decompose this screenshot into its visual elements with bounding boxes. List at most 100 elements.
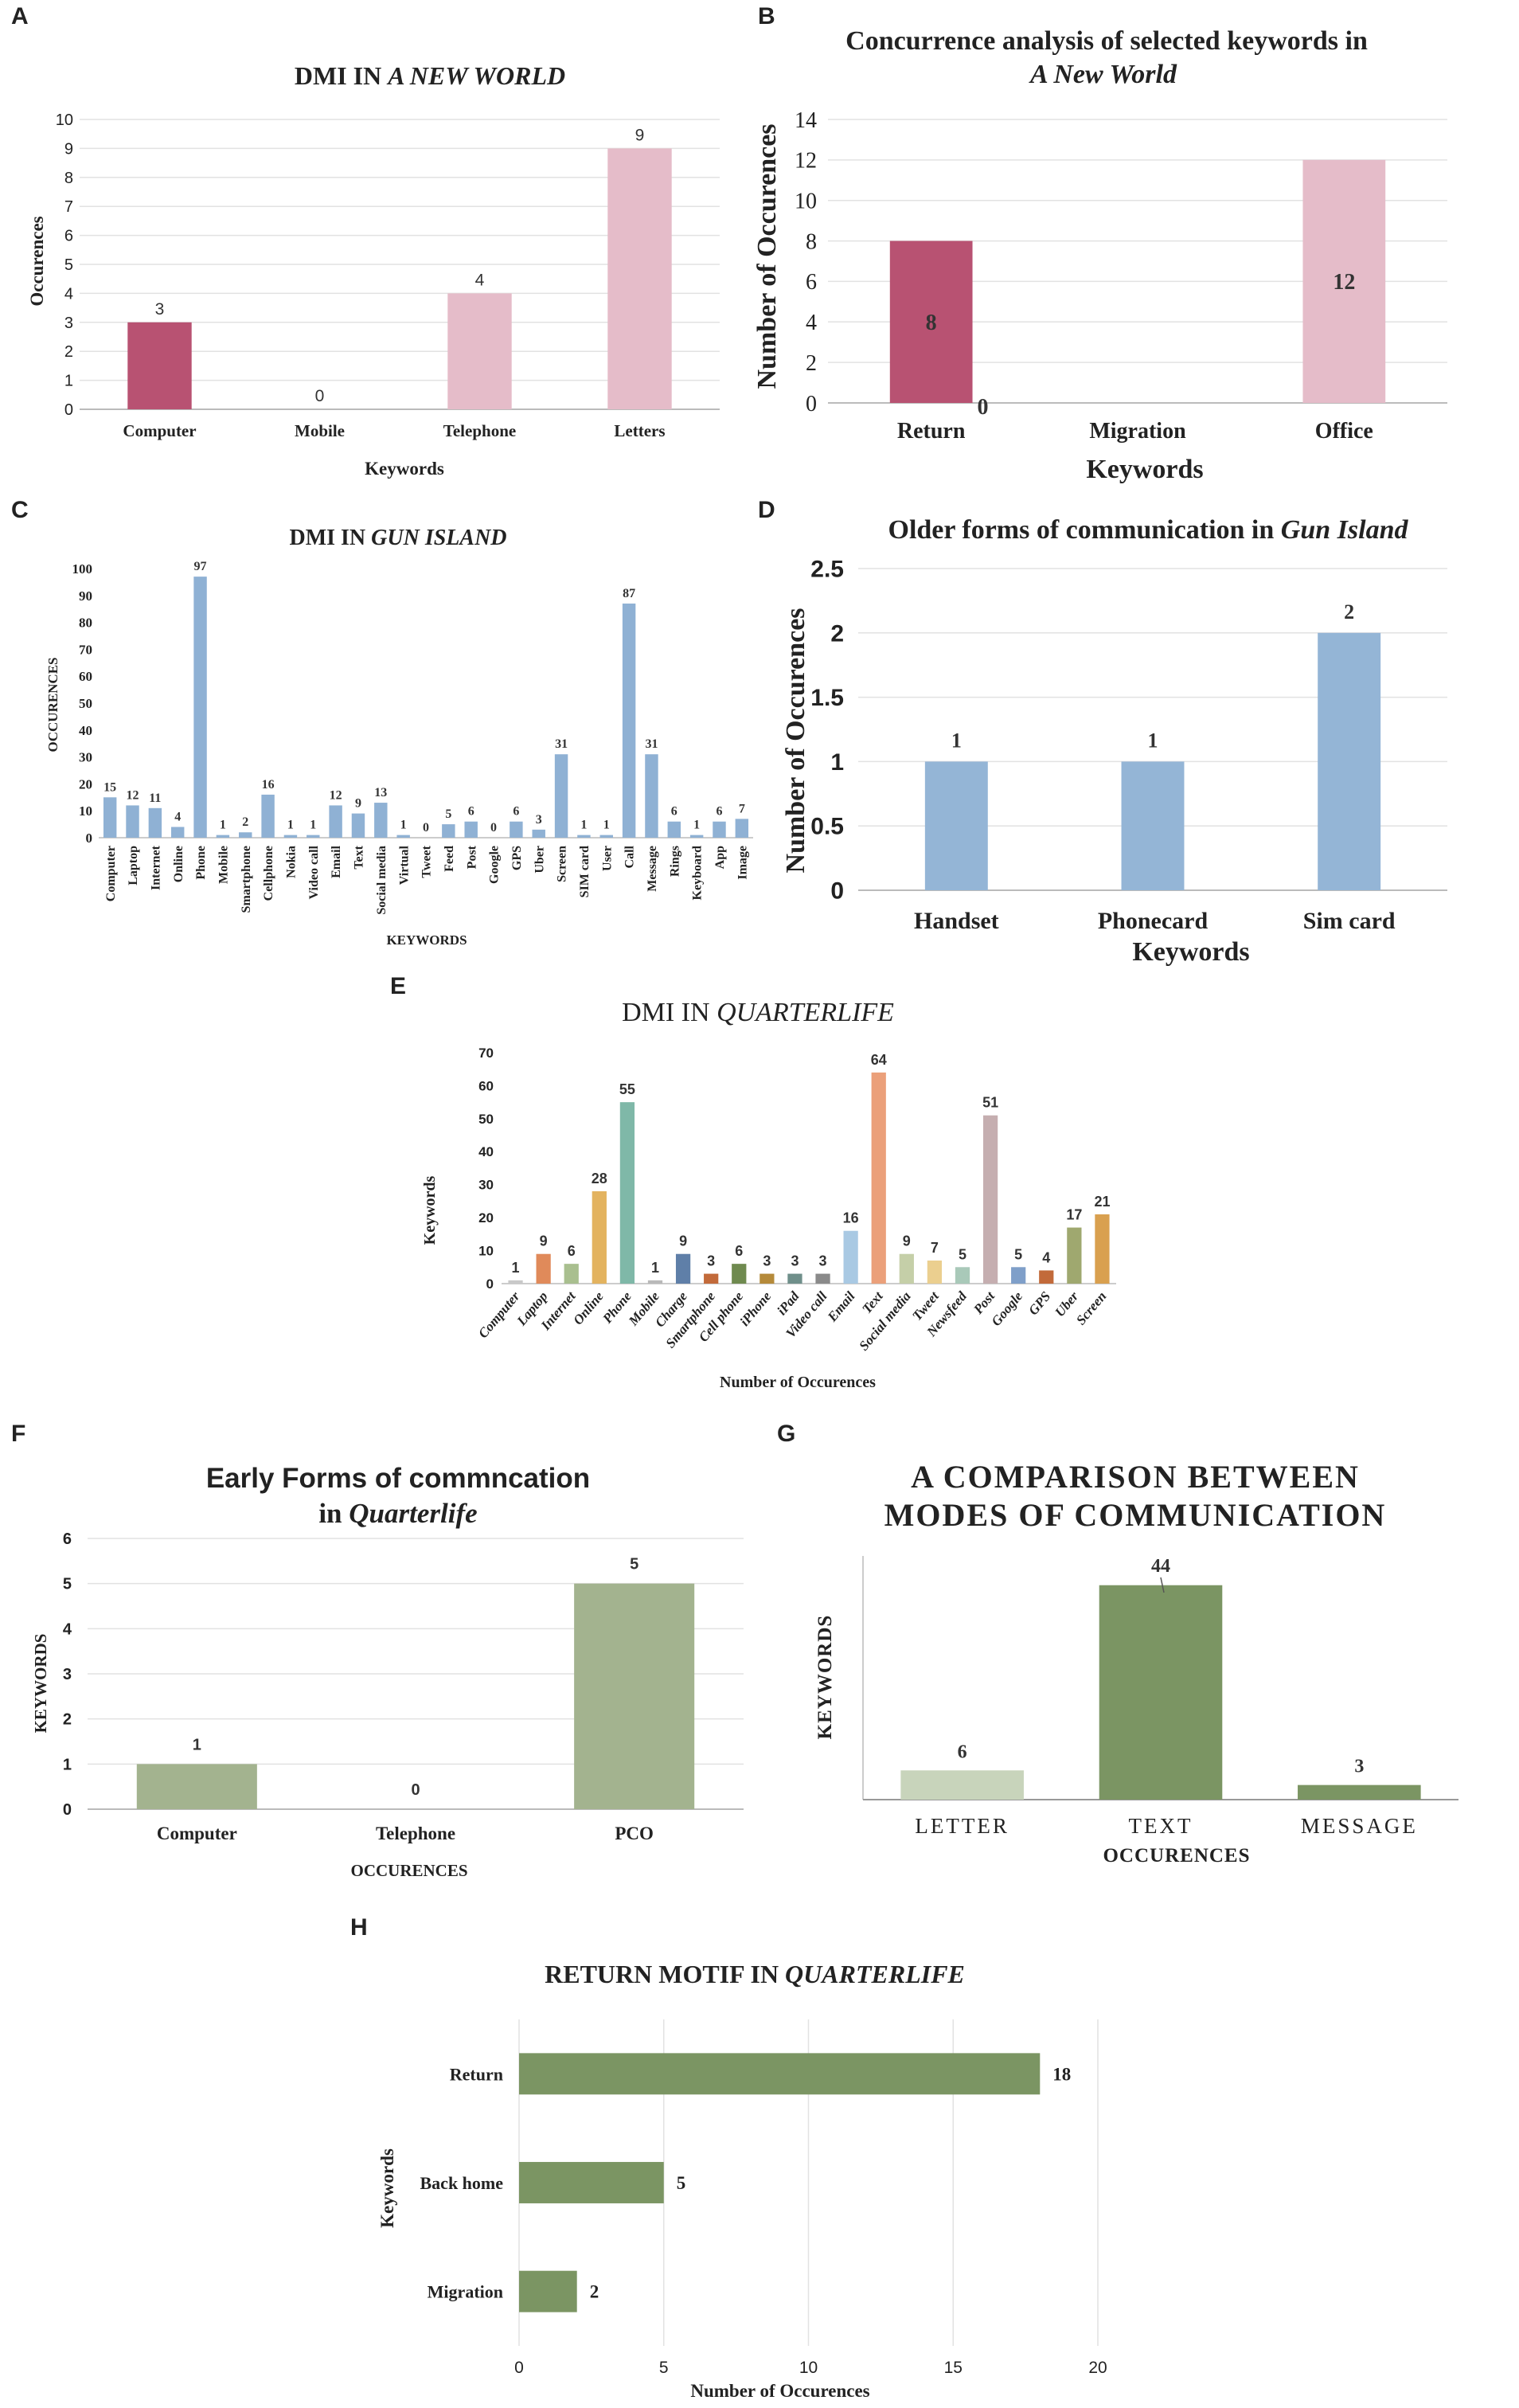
bar-social-media	[899, 1253, 914, 1284]
y-tick-label: 10	[79, 803, 92, 819]
y-tick-label: 70	[478, 1046, 494, 1061]
panel-label: D	[758, 497, 775, 523]
x-tick-label: Feed	[443, 846, 456, 872]
y-axis-title: KEYWORDS	[31, 1634, 50, 1734]
data-label: 1	[287, 819, 294, 832]
data-label: 5	[445, 807, 451, 821]
chart-title: DMI IN GUN ISLAND	[289, 526, 506, 550]
y-tick-label: 5	[63, 1576, 72, 1593]
x-axis-title: Keywords	[1132, 937, 1249, 967]
y-axis-title: Number of Occurences	[781, 608, 810, 873]
data-label: 1	[1148, 729, 1158, 752]
data-label: 1	[220, 819, 226, 832]
x-tick-label: GPS	[510, 846, 524, 870]
x-tick-label: Online	[570, 1288, 607, 1327]
y-tick-label: Return	[450, 2064, 503, 2084]
data-label: 3	[1354, 1757, 1364, 1777]
y-axis-title: OCCURENCES	[45, 657, 61, 752]
bar-smartphone	[239, 832, 252, 838]
data-label: 28	[592, 1171, 607, 1186]
x-tick-label: Phonecard	[1098, 908, 1209, 934]
bar-post	[464, 821, 478, 838]
y-tick-label: 0	[64, 401, 73, 419]
data-label: 21	[1094, 1194, 1110, 1210]
data-label: 1	[512, 1260, 520, 1276]
bar-letter	[900, 1770, 1024, 1800]
data-label: 5	[959, 1246, 966, 1262]
x-tick-label: 0	[514, 2359, 524, 2377]
data-label: 51	[982, 1095, 998, 1111]
bar-video-call	[815, 1273, 830, 1284]
x-tick-label: Screen	[556, 846, 569, 882]
bar-ipad	[787, 1273, 802, 1284]
chart-title-part: DMI IN	[289, 526, 371, 550]
data-label: 1	[400, 819, 407, 832]
data-label: 15	[103, 780, 116, 794]
x-tick-label: Mobile	[217, 846, 230, 884]
y-tick-label: Migration	[428, 2282, 503, 2302]
x-tick-label: Google	[988, 1288, 1025, 1329]
y-tick-label: 10	[795, 190, 817, 214]
chart-title-part: DMI IN	[622, 998, 717, 1027]
chart-title: DMI IN QUARTERLIFE	[622, 998, 894, 1027]
bar-computer	[508, 1280, 523, 1284]
bar-uber	[532, 829, 545, 838]
bar-telephone	[447, 293, 512, 409]
data-label: 13	[374, 786, 387, 799]
y-tick-label: 60	[79, 669, 92, 684]
x-tick-label: App	[713, 846, 727, 869]
data-label: 12	[127, 788, 139, 802]
x-tick-label: Online	[172, 846, 185, 882]
y-tick-label: 30	[478, 1178, 494, 1193]
y-tick-label: 14	[795, 108, 817, 133]
data-label: 0	[978, 395, 989, 420]
x-axis-title: OCCURENCES	[1103, 1845, 1250, 1867]
chart-title: A COMPARISON BETWEEN	[911, 1459, 1360, 1495]
bar-call	[622, 603, 636, 838]
y-tick-label: 1	[830, 749, 844, 776]
y-tick-label: 70	[79, 642, 92, 657]
data-label: 3	[707, 1253, 715, 1269]
bar-text	[871, 1072, 886, 1284]
panel-label: C	[11, 497, 29, 523]
bar-iphone	[760, 1273, 775, 1284]
y-tick-label: 0	[63, 1801, 72, 1819]
x-tick-label: Screen	[1073, 1288, 1110, 1327]
x-tick-label: Video call	[307, 845, 321, 899]
data-label: 0	[315, 387, 325, 405]
x-tick-label: Smartphone	[240, 846, 253, 913]
bar-computer	[103, 797, 117, 838]
bar-computer	[127, 322, 192, 409]
x-tick-label: Virtual	[397, 845, 411, 885]
panel-b: B Concurrence analysis of selected keywor…	[752, 3, 1447, 484]
bar-feed	[442, 824, 455, 838]
bar-image	[735, 819, 749, 838]
panel-e: E DMI IN QUARTERLIFE 0 10 20 30 40 50 60 70 1 Compu…	[390, 973, 1116, 1391]
bar-handset	[924, 761, 988, 890]
y-tick-label: 3	[64, 315, 73, 332]
y-tick-label: 8	[64, 170, 73, 187]
data-label: 8	[926, 311, 937, 335]
bar-message	[645, 754, 658, 838]
bar-internet	[148, 807, 162, 838]
bar-keyboard	[689, 835, 704, 838]
x-tick-label: Letters	[614, 421, 665, 440]
data-label: 6	[671, 805, 677, 819]
y-tick-label: 4	[806, 311, 817, 335]
data-label: 6	[735, 1243, 743, 1259]
x-tick-label: Telephone	[376, 1824, 455, 1843]
data-label: 3	[763, 1253, 771, 1269]
x-tick-label: Internet	[149, 845, 162, 890]
x-axis-title: KEYWORDS	[386, 932, 467, 948]
x-tick-label: Post	[465, 845, 478, 869]
x-tick-label: Mobile	[295, 421, 345, 440]
panel-label: H	[350, 1914, 368, 1941]
y-tick-label: 6	[806, 270, 817, 295]
y-tick-label: 10	[56, 111, 73, 129]
data-label: 4	[174, 810, 181, 823]
y-axis-title: Occurences	[27, 216, 47, 306]
y-tick-label: 2	[830, 620, 844, 647]
x-tick-label: User	[600, 846, 614, 871]
bar-online	[170, 827, 185, 838]
bar-laptop	[536, 1253, 551, 1284]
